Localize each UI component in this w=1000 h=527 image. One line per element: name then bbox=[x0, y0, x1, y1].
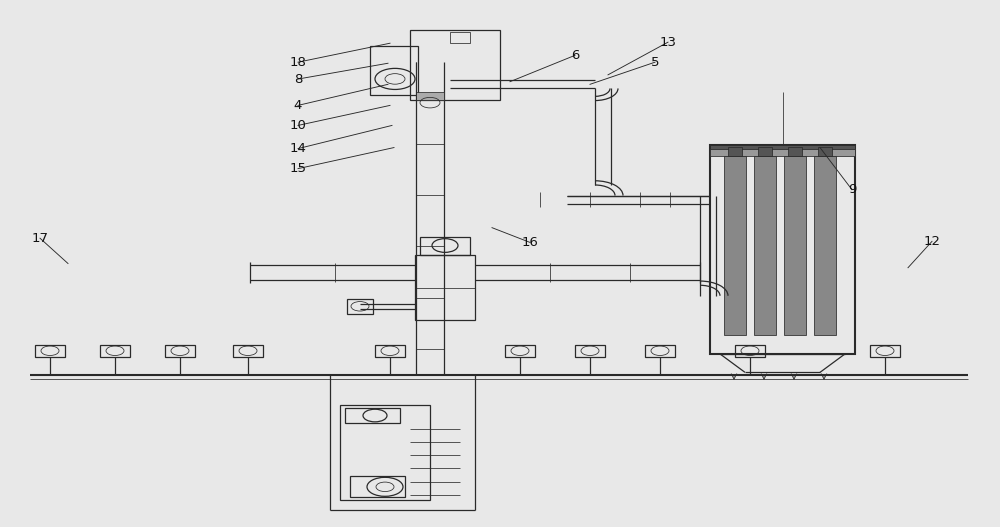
Bar bbox=[754, 155, 776, 336]
Bar bbox=[347, 299, 373, 314]
Bar bbox=[375, 345, 405, 357]
Text: 15: 15 bbox=[290, 162, 306, 175]
Text: 16: 16 bbox=[522, 236, 538, 249]
Bar bbox=[370, 46, 418, 95]
Text: 12: 12 bbox=[924, 235, 940, 248]
Bar bbox=[35, 345, 65, 357]
Bar bbox=[728, 147, 742, 155]
Text: 5: 5 bbox=[651, 56, 659, 69]
Text: 17: 17 bbox=[32, 232, 48, 245]
Bar bbox=[350, 476, 405, 497]
Bar bbox=[788, 147, 802, 155]
Text: 18: 18 bbox=[290, 56, 306, 69]
Bar bbox=[710, 145, 855, 149]
Bar bbox=[870, 345, 900, 357]
Bar bbox=[420, 237, 470, 255]
Text: 13: 13 bbox=[660, 36, 676, 48]
Bar bbox=[735, 345, 765, 357]
Bar bbox=[165, 345, 195, 357]
Text: 4: 4 bbox=[294, 99, 302, 112]
Bar bbox=[814, 155, 836, 336]
Bar bbox=[784, 155, 806, 336]
Bar bbox=[758, 147, 772, 155]
Bar bbox=[410, 30, 500, 100]
Text: 10: 10 bbox=[290, 119, 306, 132]
Bar bbox=[416, 92, 444, 100]
Text: 9: 9 bbox=[848, 183, 856, 196]
Text: 14: 14 bbox=[290, 142, 306, 155]
Bar bbox=[100, 345, 130, 357]
Bar bbox=[818, 147, 832, 155]
Bar bbox=[233, 345, 263, 357]
Text: 8: 8 bbox=[294, 73, 302, 85]
Bar bbox=[645, 345, 675, 357]
Bar bbox=[340, 405, 430, 500]
Bar bbox=[724, 155, 746, 336]
Bar bbox=[345, 408, 400, 424]
Bar bbox=[415, 255, 475, 320]
Bar bbox=[450, 32, 470, 43]
Text: 6: 6 bbox=[571, 49, 579, 62]
Bar bbox=[710, 149, 855, 155]
Bar bbox=[710, 145, 855, 354]
Bar bbox=[505, 345, 535, 357]
Bar bbox=[575, 345, 605, 357]
